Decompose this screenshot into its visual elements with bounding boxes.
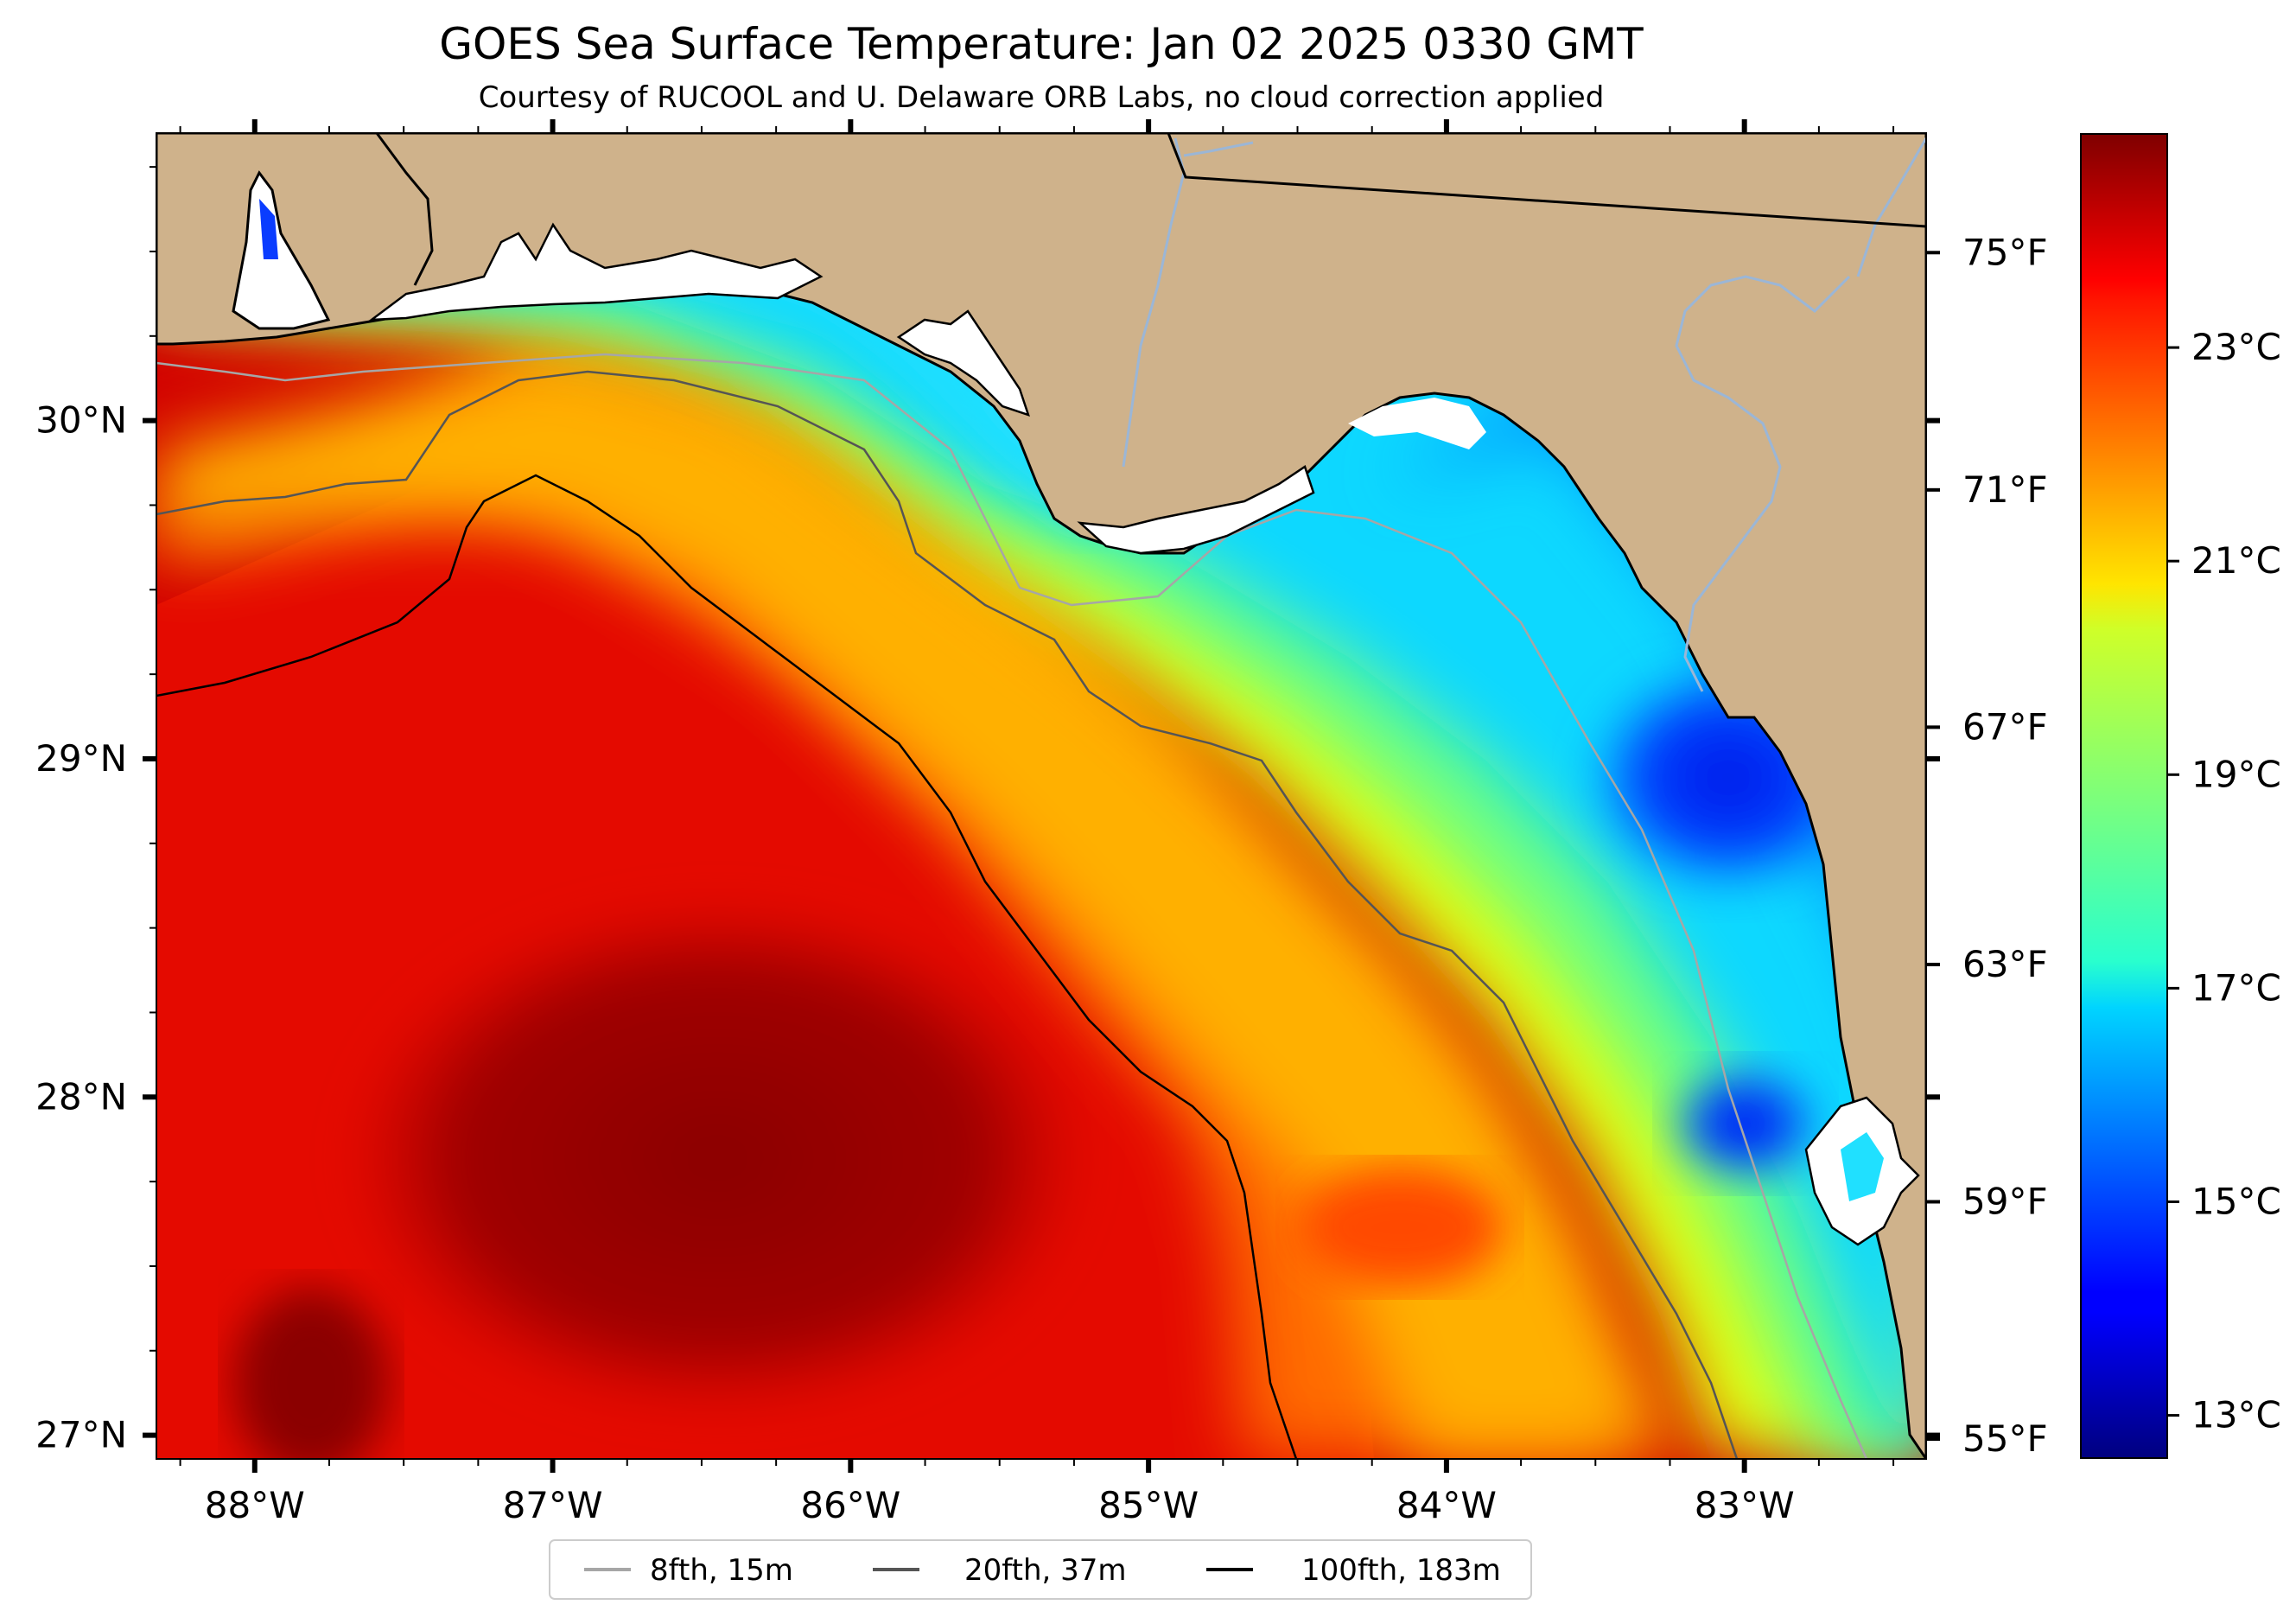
figure-title: GOES Sea Surface Temperature: Jan 02 202…	[439, 19, 1644, 69]
colorbar-gradient	[2080, 133, 2168, 1459]
lon-tick-label: 85°W	[1098, 1484, 1199, 1526]
map-panel	[156, 133, 1926, 1459]
colorbar-tick-label: 17°C	[2191, 966, 2281, 1009]
bay-blue	[259, 199, 278, 259]
fahrenheit-tick-label: 71°F	[1962, 468, 2048, 511]
colorbar-tick-label: 19°C	[2191, 753, 2281, 795]
fahrenheit-tick-label: 75°F	[1962, 231, 2048, 273]
legend-label-20fth: 20fth, 37m	[964, 1553, 1127, 1588]
fahrenheit-tick-label: 59°F	[1962, 1180, 2048, 1222]
colorbar: 13°C 15°C 17°C 19°C 21°C 23°C	[2080, 133, 2281, 1459]
colorbar-axis: 13°C 15°C 17°C 19°C 21°C 23°C	[2167, 326, 2281, 1436]
mobile-bay	[232, 170, 331, 330]
lat-axis: 27°N 28°N 29°N 30°N	[35, 166, 1940, 1456]
fahrenheit-tick-label: 55°F	[1962, 1417, 2048, 1460]
lon-tick-label: 87°W	[503, 1484, 603, 1526]
lon-tick-label: 88°W	[205, 1484, 305, 1526]
st-marks-bay	[1077, 465, 1315, 555]
isobath-100fth	[156, 474, 1298, 1459]
lon-tick-label: 83°W	[1695, 1484, 1795, 1526]
colorbar-tick-label: 21°C	[2191, 539, 2281, 582]
pensacola-bay	[367, 222, 824, 322]
lat-tick-label: 29°N	[35, 737, 127, 780]
rivers	[1122, 137, 1926, 692]
border-notch	[375, 133, 434, 286]
colorbar-tick-label: 15°C	[2191, 1180, 2281, 1222]
legend-label-8fth: 8fth, 15m	[650, 1553, 793, 1588]
lat-tick-label: 27°N	[35, 1414, 127, 1456]
lon-tick-label: 84°W	[1396, 1484, 1497, 1526]
fahrenheit-tick-label: 63°F	[1962, 943, 2048, 985]
map-frame	[156, 132, 1927, 1460]
lat-tick-label: 30°N	[35, 399, 127, 442]
colorbar-tick-label: 23°C	[2191, 326, 2281, 368]
tampa-bay-inner	[1841, 1132, 1884, 1201]
legend-label-100fth: 100fth, 183m	[1301, 1553, 1501, 1588]
apalachicola-bay	[896, 309, 1030, 417]
colorbar-tick-label: 13°C	[2191, 1394, 2281, 1436]
figure-subtitle: Courtesy of RUCOOL and U. Delaware ORB L…	[479, 80, 1605, 115]
lon-axis: 88°W 87°W 86°W 85°W 84°W 83°W	[179, 119, 1895, 1526]
legend-box	[549, 1539, 1532, 1600]
isobath-20fth	[156, 370, 1739, 1459]
big-bend-white	[1348, 398, 1486, 449]
fahrenheit-tick-label: 67°F	[1962, 705, 2048, 748]
fahrenheit-axis: 55°F 59°F 63°F 67°F 71°F 75°F	[1926, 231, 2048, 1460]
state-border	[1167, 133, 1926, 228]
lon-tick-label: 86°W	[800, 1484, 900, 1526]
lat-tick-label: 28°N	[35, 1075, 127, 1118]
legend: 8fth, 15m 20fth, 37m 100fth, 183m	[549, 1539, 1532, 1600]
